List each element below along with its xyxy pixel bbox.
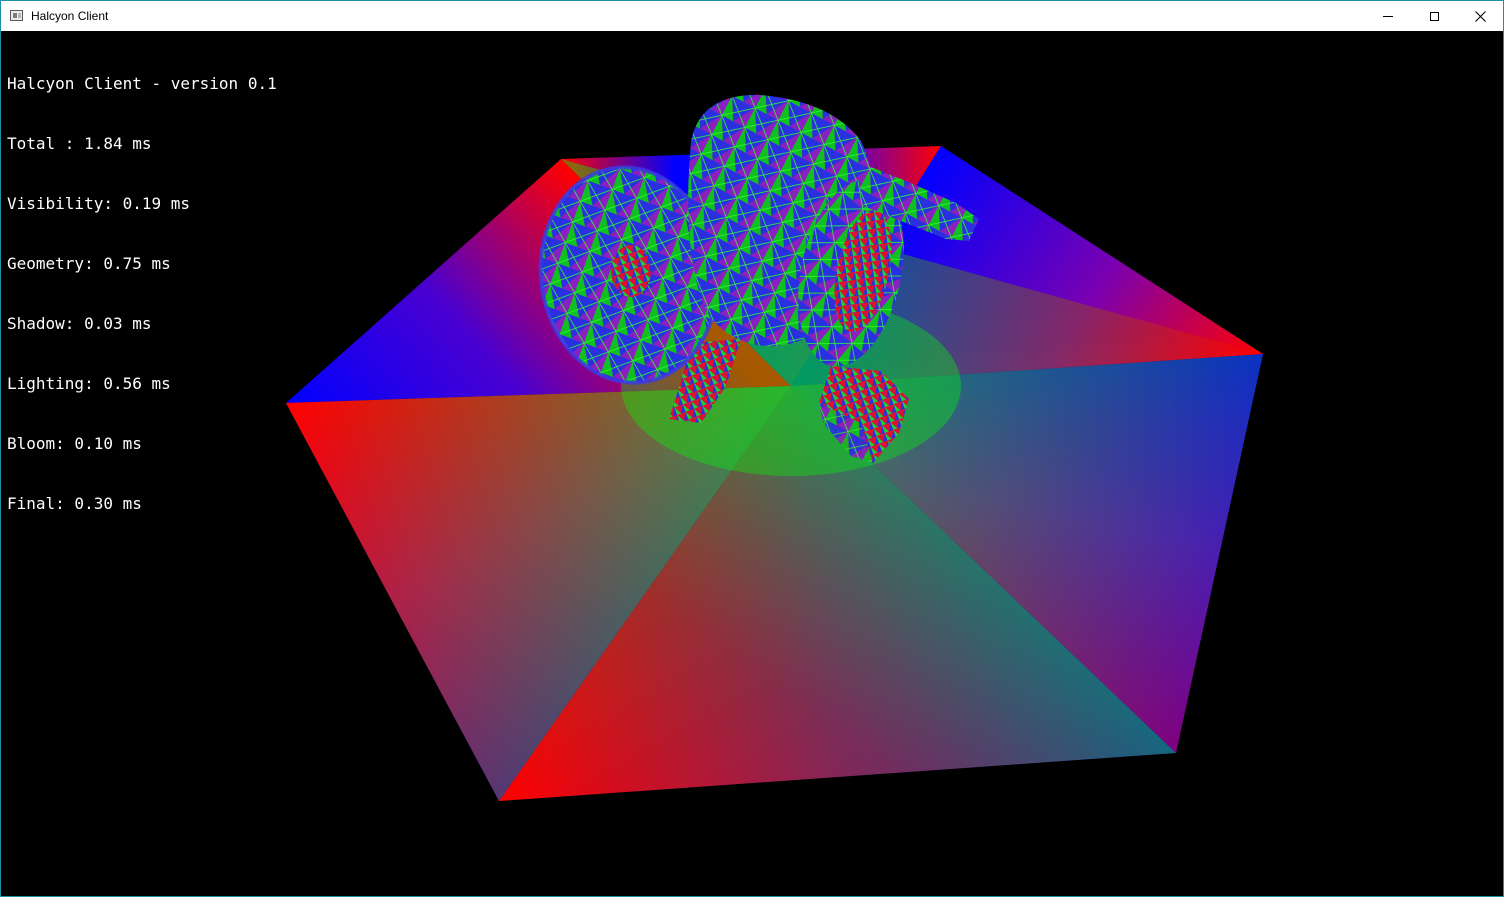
close-button[interactable] [1457, 1, 1503, 31]
timing-visibility: Visibility: 0.19 ms [7, 194, 191, 213]
3d-scene [286, 94, 1263, 801]
mech-model [538, 94, 979, 463]
render-viewport[interactable]: Halcyon Client - version 0.1 Total : 1.8… [1, 31, 1503, 896]
timing-final: Final: 0.30 ms [7, 494, 142, 513]
floor-center-front [499, 386, 1176, 801]
stats-overlay: Halcyon Client - version 0.1 Total : 1.8… [7, 34, 277, 554]
window-title: Halcyon Client [31, 9, 109, 23]
mech-left-drum-hub [611, 245, 651, 297]
timing-total: Total : 1.84 ms [7, 134, 152, 153]
floor-center-left [286, 386, 791, 801]
maximize-icon [1429, 11, 1439, 21]
mech-right-arm [856, 161, 979, 241]
timing-shadow: Shadow: 0.03 ms [7, 314, 152, 333]
mech-right-drum-inner [834, 210, 892, 332]
minimize-icon [1383, 15, 1393, 17]
minimize-button[interactable] [1365, 1, 1411, 31]
timing-geometry: Geometry: 0.75 ms [7, 254, 171, 273]
overlay-header: Halcyon Client - version 0.1 [7, 74, 277, 93]
maximize-button[interactable] [1411, 1, 1457, 31]
close-icon [1474, 10, 1486, 22]
mech-foot-right [819, 403, 873, 463]
floor-center-right [791, 354, 1263, 753]
timing-lighting: Lighting: 0.56 ms [7, 374, 171, 393]
timing-bloom: Bloom: 0.10 ms [7, 434, 142, 453]
title-bar[interactable]: Halcyon Client [1, 1, 1503, 31]
app-icon[interactable] [10, 10, 23, 21]
